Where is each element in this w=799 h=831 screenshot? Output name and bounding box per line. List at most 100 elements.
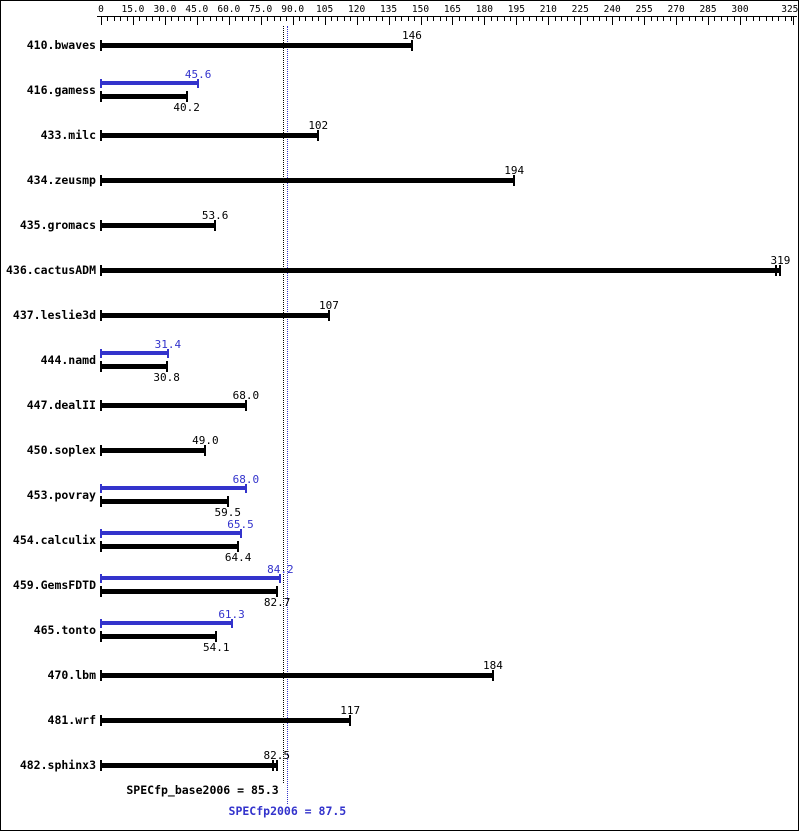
axis-tick-minor: [113, 17, 115, 21]
axis-tick-major: [132, 17, 134, 25]
axis-tick-minor: [126, 17, 128, 21]
bar-end-cap: [100, 264, 102, 276]
bar-value-label: 45.6: [184, 68, 212, 81]
axis-tick-minor: [343, 17, 345, 21]
bar-end-cap: [204, 444, 207, 456]
peak-mean-line: [287, 26, 289, 804]
axis-tick-minor: [573, 17, 575, 21]
axis-tick-minor: [465, 17, 467, 21]
axis-tick-minor: [414, 17, 416, 21]
axis-tick-minor: [759, 17, 761, 21]
benchmark-label: 454.calculix: [12, 533, 96, 547]
bar-end-cap: [185, 90, 188, 102]
base-bar: [101, 222, 216, 228]
base-bar: [101, 447, 206, 453]
axis-tick-label: 300: [731, 4, 749, 15]
bar-end-cap: [100, 483, 102, 493]
benchmark-label: 435.gromacs: [19, 218, 96, 232]
axis-tick-minor: [765, 17, 767, 21]
axis-tick-minor: [478, 17, 479, 21]
axis-tick-minor: [254, 17, 256, 21]
peak-mean-label: SPECfp2006 = 87.5: [228, 804, 347, 818]
axis-tick-minor: [733, 17, 735, 21]
axis-tick-minor: [522, 17, 524, 21]
axis-tick-minor: [471, 17, 473, 21]
axis-tick-minor: [369, 17, 371, 21]
bar-end-cap: [100, 219, 102, 231]
axis-tick-major: [740, 17, 741, 25]
base-mean-line: [282, 26, 284, 783]
bar-end-cap: [100, 90, 102, 102]
peak-bar: [101, 486, 246, 490]
axis-tick-minor: [541, 17, 543, 21]
axis-tick-label: 120: [348, 4, 366, 15]
axis-tick-major: [676, 17, 678, 25]
benchmark-label: 459.GemsFDTD: [12, 578, 96, 592]
axis-tick-minor: [586, 17, 588, 21]
axis-tick-minor: [267, 17, 269, 21]
bar-end-cap: [215, 630, 218, 642]
benchmark-label: 482.sphinx3: [19, 758, 96, 772]
axis-tick-minor: [618, 17, 620, 21]
axis-tick-minor: [139, 17, 141, 21]
bar-end-cap: [100, 528, 102, 538]
axis-tick-minor: [318, 17, 320, 21]
peak-bar: [101, 351, 168, 355]
benchmark-label: 465.tonto: [33, 623, 96, 637]
axis-tick-minor: [650, 17, 652, 21]
base-bar: [101, 363, 167, 369]
axis-tick-major: [793, 17, 795, 25]
axis-tick-minor: [663, 17, 665, 21]
axis-tick-minor: [120, 17, 122, 21]
axis-tick-major: [260, 17, 262, 25]
bar-value-label: 117: [340, 704, 361, 717]
axis-tick-minor: [337, 17, 339, 21]
axis-tick-minor: [688, 17, 690, 21]
axis-tick-minor: [631, 17, 633, 21]
axis-tick-minor: [554, 17, 556, 21]
axis-tick-label: 255: [635, 4, 653, 15]
axis-tick-major: [164, 17, 166, 25]
axis-tick-minor: [401, 17, 403, 21]
bar-end-cap: [100, 309, 102, 321]
benchmark-label: 453.povray: [26, 488, 96, 502]
axis-tick-minor: [529, 17, 531, 21]
axis-tick-label: 105: [316, 4, 334, 15]
axis-tick-minor: [247, 17, 249, 21]
bar-end-cap: [100, 174, 102, 186]
axis-tick-minor: [177, 17, 179, 21]
bar-end-cap: [100, 759, 102, 771]
bar-value-label: 53.6: [201, 209, 229, 222]
axis-tick-minor: [656, 17, 658, 21]
axis-tick-minor: [426, 17, 428, 21]
axis-tick-major: [420, 17, 422, 25]
bar-value-label: 65.5: [227, 518, 254, 531]
axis-tick-minor: [599, 17, 601, 21]
axis-tick-label: 90.0: [281, 4, 305, 15]
axis-ruler: 0 15.0 30.0 45.0 60.0 75.0 90.0 105 120 135 150 165…: [1, 1, 798, 27]
axis-tick-minor: [791, 17, 793, 21]
axis-tick-minor: [458, 17, 460, 21]
bar-end-cap: [775, 264, 778, 276]
bar-end-cap: [100, 573, 102, 583]
base-bar: [101, 267, 781, 273]
bar-end-cap: [271, 759, 274, 771]
base-bar: [101, 672, 493, 678]
peak-bar: [101, 531, 241, 535]
axis-tick-minor: [299, 17, 301, 21]
axis-tick-minor: [714, 17, 716, 21]
base-bar: [101, 588, 278, 594]
bar-end-cap: [100, 714, 102, 726]
base-bar: [101, 177, 515, 183]
axis-tick-minor: [682, 17, 684, 21]
axis-tick-label: 135: [379, 4, 398, 15]
bar-end-cap: [779, 264, 782, 276]
axis-tick-minor: [216, 17, 218, 21]
axis-tick-label: 15.0: [121, 4, 145, 15]
bar-end-cap: [100, 444, 102, 456]
axis-tick-minor: [235, 17, 237, 21]
axis-tick-major: [644, 17, 646, 25]
bar-value-label: 146: [402, 29, 422, 42]
benchmark-label: 450.soplex: [26, 443, 96, 457]
